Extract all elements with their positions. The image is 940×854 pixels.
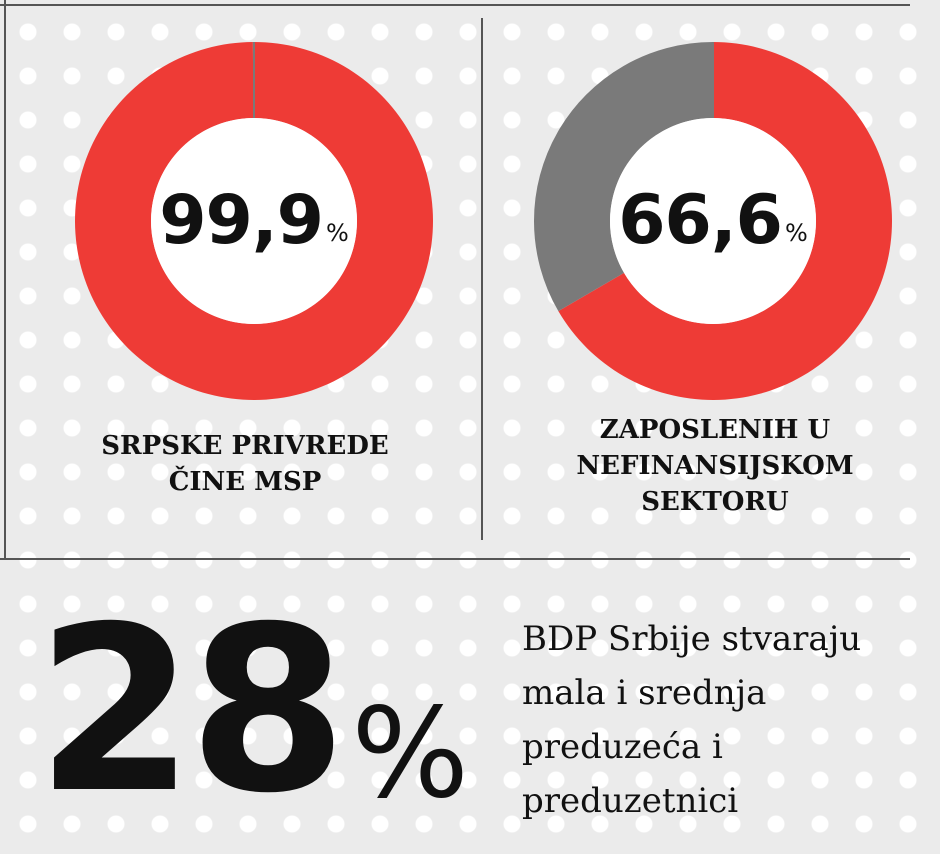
column-divider <box>481 18 483 540</box>
caption-line: SRPSKE PRIVREDE <box>101 431 389 461</box>
donut-value: 99,9 % <box>75 42 433 400</box>
donut-svg <box>75 42 434 400</box>
donut-hole <box>151 118 357 324</box>
description-line: mala i srednja <box>522 673 767 713</box>
donut-slice-1 <box>534 42 713 312</box>
donut-chart-employment-share: 66,6 % <box>534 42 892 400</box>
donut-value-unit: % <box>784 219 808 247</box>
donut-value: 66,6 % <box>534 42 892 400</box>
caption-line: SEKTORU <box>641 487 789 517</box>
donut-slice-0 <box>558 42 892 400</box>
donut-caption-employment: ZAPOSLENIH U NEFINANSIJSKOM SEKTORU <box>500 412 930 520</box>
gdp-share-unit: % <box>351 682 470 826</box>
description-line: preduzeća i <box>522 727 723 767</box>
donut-value-number: 99,9 <box>159 181 324 260</box>
middle-rule <box>0 558 910 560</box>
caption-line: ZAPOSLENIH U <box>599 415 831 445</box>
donut-hole <box>610 118 816 324</box>
donut-slice-0 <box>75 42 434 400</box>
donut-svg <box>534 42 892 400</box>
donut-value-number: 66,6 <box>618 181 783 260</box>
caption-line: NEFINANSIJSKOM <box>576 451 854 481</box>
donut-chart-msp-share: 99,9 % <box>75 42 434 400</box>
gdp-share-description: BDP Srbije stvaraju mala i srednja predu… <box>522 612 932 828</box>
gdp-share-number: 28 <box>36 577 347 843</box>
donut-value-unit: % <box>325 219 349 247</box>
gdp-share-figure: 28 % <box>36 596 469 824</box>
donut-caption-msp: SRPSKE PRIVREDE ČINE MSP <box>40 428 450 500</box>
description-line: preduzetnici <box>522 781 739 821</box>
description-line: BDP Srbije stvaraju <box>522 619 862 659</box>
top-rule <box>0 4 910 6</box>
left-rule <box>4 0 6 560</box>
caption-line: ČINE MSP <box>168 467 322 497</box>
